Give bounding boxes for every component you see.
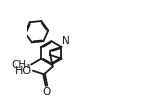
Text: N: N (62, 36, 70, 46)
Text: CH₃: CH₃ (11, 60, 31, 70)
Text: O: O (42, 87, 51, 97)
Text: HO: HO (15, 66, 32, 76)
